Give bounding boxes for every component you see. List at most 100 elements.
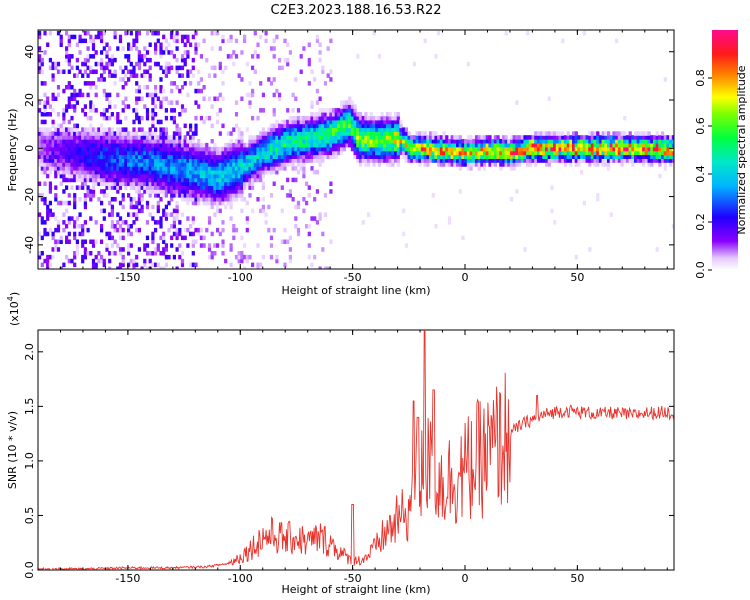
heatmap-cell	[186, 34, 190, 40]
heatmap-cell	[132, 131, 136, 136]
heatmap-cell	[315, 146, 319, 152]
heatmap-cell	[54, 135, 58, 140]
heatmap-cell	[469, 139, 473, 144]
heatmap-cell	[299, 158, 303, 163]
heatmap-cell	[189, 158, 193, 163]
heatmap-cell	[43, 127, 47, 132]
heatmap-cell	[172, 154, 176, 159]
heatmap-cell	[598, 139, 603, 144]
heatmap-cell	[437, 135, 441, 140]
heatmap-cell	[539, 135, 543, 140]
heatmap-cell	[172, 181, 176, 186]
heatmap-cell	[156, 173, 160, 179]
heatmap-cell	[415, 135, 419, 140]
heatmap-cell	[207, 193, 212, 198]
heatmap-cell	[488, 162, 492, 167]
heatmap-cell	[110, 112, 114, 117]
heatmap-cell	[577, 162, 581, 167]
heatmap-cell	[102, 181, 106, 186]
heatmap-cell	[118, 158, 123, 163]
heatmap-cell	[38, 69, 42, 74]
heatmap-cell	[205, 142, 209, 148]
heatmap-cell	[156, 146, 160, 152]
heatmap-cell	[154, 112, 158, 117]
heatmap-cell	[97, 181, 101, 186]
heatmap-cell	[54, 154, 58, 159]
heatmap-cell	[178, 112, 182, 117]
heatmap-cell	[224, 169, 228, 175]
heatmap-cell	[442, 135, 446, 140]
heatmap-cell	[81, 224, 85, 229]
heatmap-cell	[364, 135, 368, 140]
heatmap-cell	[350, 112, 354, 117]
heatmap-cell	[420, 150, 425, 156]
heatmap-cell	[113, 30, 117, 36]
heatmap-cell	[140, 127, 144, 132]
heatmap-cell	[307, 135, 311, 140]
heatmap-cell	[175, 204, 179, 210]
heatmap-cell	[275, 169, 279, 175]
heatmap-cell	[159, 131, 163, 136]
heatmap-cell	[558, 135, 562, 140]
heatmap-cell	[67, 158, 71, 163]
heatmap-cell	[305, 139, 309, 144]
heatmap-cell	[194, 158, 198, 163]
heatmap-cell	[127, 77, 131, 82]
heatmap-cell	[612, 146, 616, 152]
heatmap-cell	[353, 146, 357, 152]
heatmap-cell	[358, 146, 363, 152]
heatmap-cell	[121, 142, 125, 148]
heatmap-cell	[132, 204, 136, 210]
heatmap-cell	[108, 154, 112, 159]
heatmap-cell	[145, 30, 150, 36]
heatmap-cell	[296, 123, 301, 129]
heatmap-cell	[367, 146, 371, 152]
heatmap-cell	[278, 65, 282, 71]
heatmap-cell	[358, 115, 363, 121]
heatmap-cell	[202, 185, 206, 190]
heatmap-cell	[94, 108, 98, 113]
heatmap-cell	[253, 169, 257, 175]
heatmap-cell	[202, 166, 206, 171]
heatmap-cell	[83, 197, 87, 202]
heatmap-cell	[113, 173, 117, 179]
heatmap-cell	[180, 166, 185, 171]
heatmap-cell	[145, 115, 150, 121]
heatmap-cell	[272, 181, 276, 186]
heatmap-cell	[345, 131, 349, 136]
heatmap-cell	[450, 135, 454, 140]
heatmap-cell	[323, 115, 328, 121]
heatmap-cell	[102, 162, 106, 167]
heatmap-cell	[43, 30, 47, 36]
heatmap-cell	[671, 146, 674, 152]
heatmap-cell	[183, 193, 187, 198]
colorbar-tick-label: 0.8	[694, 69, 707, 87]
heatmap-cell	[264, 139, 268, 144]
heatmap-cell	[75, 158, 79, 163]
heatmap-cell	[318, 158, 322, 163]
heatmap-cell	[261, 197, 265, 202]
heatmap-cell	[105, 243, 109, 248]
heatmap-cell	[48, 112, 52, 117]
heatmap-cell	[43, 166, 47, 171]
heatmap-cell	[154, 177, 158, 183]
heatmap-cell	[89, 142, 93, 148]
heatmap-cell	[226, 197, 230, 202]
heatmap-cell	[86, 146, 90, 152]
heatmap-cell	[625, 158, 630, 163]
heatmap-cell	[318, 127, 322, 132]
heatmap-cell	[361, 154, 365, 159]
heatmap-cell	[159, 46, 163, 51]
heatmap-cell	[364, 146, 368, 152]
heatmap-cell	[253, 146, 257, 152]
heatmap-cell	[437, 154, 441, 159]
heatmap-cell	[81, 127, 85, 132]
heatmap-cell	[38, 30, 42, 36]
heatmap-cell	[59, 142, 63, 148]
heatmap-cell	[321, 142, 325, 148]
heatmap-cell	[588, 146, 592, 152]
heatmap-cell	[118, 216, 123, 221]
heatmap-cell	[70, 158, 74, 163]
heatmap-cell	[466, 166, 470, 171]
heatmap-cell	[108, 92, 112, 98]
